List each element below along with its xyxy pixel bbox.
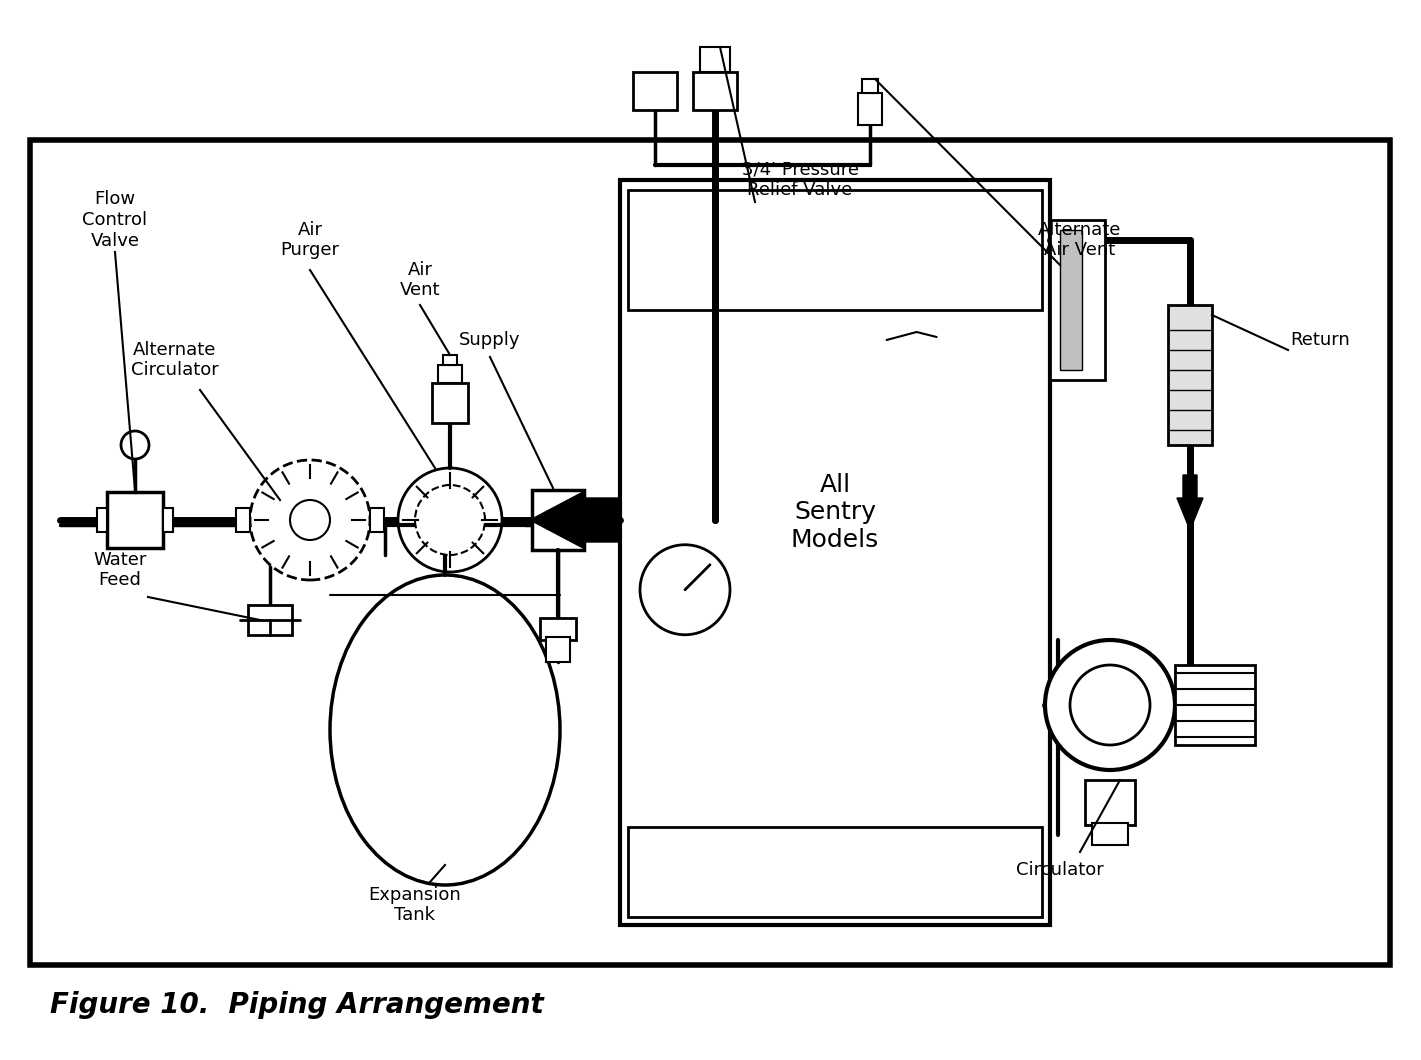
Ellipse shape [330, 575, 560, 885]
Bar [97, 508, 107, 532]
FancyArrow shape [1177, 475, 1204, 530]
Text: Return: Return [1290, 331, 1350, 349]
Text: Expansion
Tank: Expansion Tank [368, 885, 462, 924]
Text: Flow
Control
Valve: Flow Control Valve [82, 190, 148, 250]
FancyArrow shape [530, 491, 620, 549]
Text: Air
Vent: Air Vent [399, 261, 441, 299]
Bar [693, 72, 737, 110]
Bar [858, 93, 882, 125]
Text: Air
Purger: Air Purger [280, 220, 340, 260]
Circle shape [415, 485, 485, 555]
Bar [236, 508, 250, 532]
Text: 3/4' Pressure
Relief Valve: 3/4' Pressure Relief Valve [742, 161, 858, 199]
Circle shape [1044, 640, 1175, 770]
Text: Water
Feed: Water Feed [94, 550, 146, 589]
Bar [546, 637, 570, 662]
Circle shape [639, 545, 730, 635]
Text: Figure 10.  Piping Arrangement: Figure 10. Piping Arrangement [50, 991, 544, 1019]
Bar [443, 355, 458, 365]
Bar [628, 827, 1042, 917]
Bar [369, 508, 384, 532]
Bar [107, 492, 163, 548]
Bar [632, 72, 676, 110]
Bar [1086, 780, 1135, 825]
Bar [540, 618, 576, 640]
Bar [432, 383, 468, 423]
Bar [628, 190, 1042, 310]
Bar [1060, 230, 1081, 370]
Circle shape [121, 431, 149, 459]
Text: All
Sentry
Models: All Sentry Models [791, 473, 880, 552]
Circle shape [250, 460, 369, 580]
Bar [163, 508, 173, 532]
Circle shape [1070, 665, 1150, 745]
Bar [249, 605, 291, 635]
Circle shape [398, 469, 502, 572]
Bar [701, 47, 730, 72]
Circle shape [290, 500, 330, 540]
Text: Circulator: Circulator [1016, 861, 1104, 879]
Bar [438, 365, 462, 383]
Text: Supply: Supply [459, 331, 520, 349]
Bar [30, 140, 1390, 965]
Bar [1168, 305, 1212, 445]
Bar [1091, 823, 1128, 845]
Bar [1050, 220, 1106, 379]
Bar [531, 490, 584, 550]
Bar [620, 180, 1050, 925]
Text: Alternate
Air Vent: Alternate Air Vent [1039, 220, 1121, 260]
Text: Alternate
Circulator: Alternate Circulator [131, 340, 219, 379]
Bar [863, 80, 878, 93]
Bar [1175, 665, 1255, 745]
